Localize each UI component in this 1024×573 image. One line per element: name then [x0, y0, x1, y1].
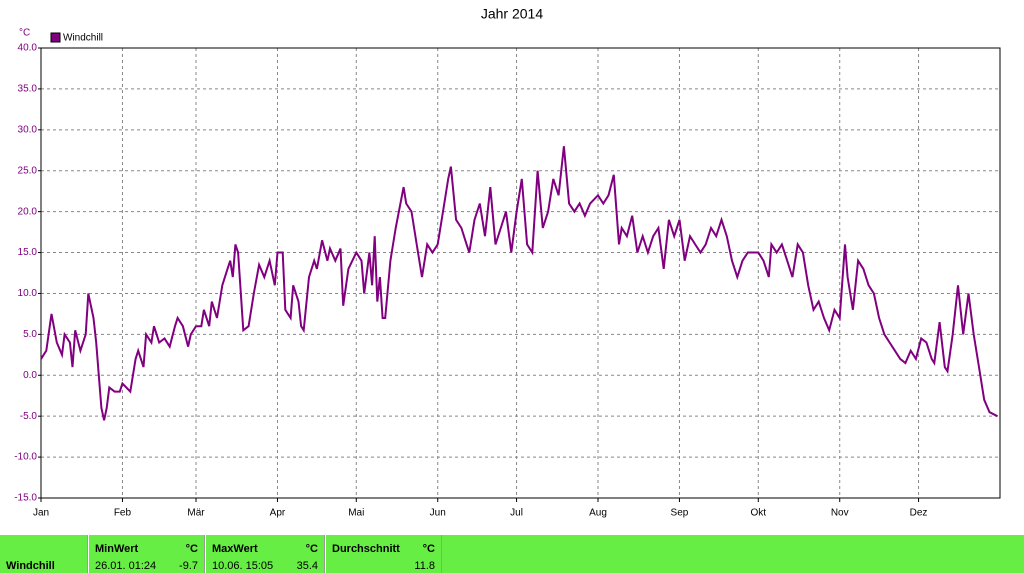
- y-unit: °C: [19, 28, 30, 39]
- x-tick-label: Mai: [348, 508, 364, 519]
- stats-cell: MaxWert °C 10.06. 15:05 35.4: [205, 535, 325, 573]
- x-tick-label: Okt: [750, 508, 766, 519]
- stats-header: MinWert: [95, 543, 139, 555]
- stats-value: 11.8: [414, 560, 435, 572]
- x-tick-label: Jun: [430, 508, 446, 519]
- x-tick-label: Mär: [187, 508, 205, 519]
- y-tick-label: 5.0: [23, 329, 37, 340]
- x-tick-label: Dez: [910, 508, 928, 519]
- y-tick-label: 40.0: [18, 43, 38, 54]
- stats-value: -9.7: [179, 560, 198, 572]
- stats-unit: °C: [185, 543, 198, 555]
- chart: Jahr 2014 °C Windchill 40.0 35.0 30.0 25.0 2…: [14, 6, 1001, 519]
- legend-swatch: [50, 32, 61, 43]
- y-tick-label: 30.0: [18, 124, 38, 135]
- plot-frame: [40, 47, 1001, 499]
- stats-header: Durchschnitt: [332, 543, 400, 555]
- data-line: [40, 146, 998, 421]
- stats-label: Windchill: [6, 560, 55, 572]
- stats-time: 26.01. 01:24: [95, 560, 157, 572]
- chart-title: Jahr 2014: [481, 6, 543, 22]
- y-tick-label: 20.0: [18, 206, 38, 217]
- x-tick-label: Jul: [510, 508, 523, 519]
- y-tick-label: 0.0: [23, 370, 37, 381]
- stats-panel: Windchill MinWert °C 26.01. 01:24 -9.7 M…: [0, 535, 1024, 573]
- y-tick-label: 25.0: [18, 165, 38, 176]
- x-tick-label: Feb: [114, 508, 132, 519]
- x-tick-label: Nov: [831, 508, 849, 519]
- y-tick-label: -10.0: [14, 452, 37, 463]
- stats-value: 35.4: [296, 560, 318, 572]
- y-tick-label: -5.0: [20, 411, 38, 422]
- x-tick-label: Aug: [589, 508, 607, 519]
- y-tick-label: -15.0: [14, 493, 37, 504]
- stats-time: 10.06. 15:05: [212, 560, 274, 572]
- stats-unit: °C: [422, 543, 435, 555]
- stats-cell: MinWert °C 26.01. 01:24 -9.7: [88, 535, 205, 573]
- stats-cell: Durchschnitt °C 11.8: [325, 535, 442, 573]
- x-tick-label: Apr: [270, 508, 286, 519]
- stats-header: MaxWert: [212, 543, 258, 555]
- y-tick-label: 15.0: [18, 247, 38, 258]
- legend-label: Windchill: [63, 33, 103, 44]
- y-tick-label: 35.0: [18, 84, 38, 95]
- stats-cell: Windchill: [0, 535, 88, 573]
- y-tick-label: 10.0: [18, 288, 38, 299]
- x-tick-label: Sep: [671, 508, 689, 519]
- stats-unit: °C: [305, 543, 318, 555]
- x-tick-label: Jan: [33, 508, 49, 519]
